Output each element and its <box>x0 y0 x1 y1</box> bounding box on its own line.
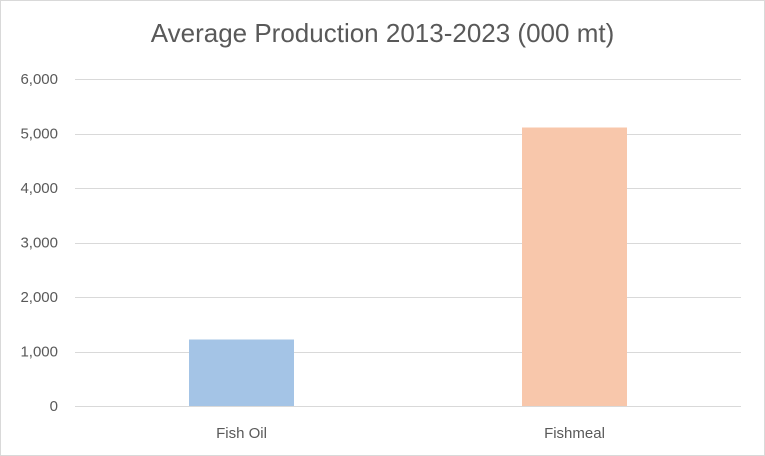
y-tick-label: 4,000 <box>20 180 58 197</box>
y-axis-tick-labels: 0 1,000 2,000 3,000 4,000 5,000 6,000 <box>20 71 58 415</box>
y-tick-label: 5,000 <box>20 126 58 143</box>
x-tick-label: Fishmeal <box>544 425 605 442</box>
bars <box>189 127 627 406</box>
y-tick-label: 0 <box>50 398 58 415</box>
x-axis-tick-labels: Fish Oil Fishmeal <box>216 425 605 442</box>
y-tick-label: 1,000 <box>20 344 58 361</box>
y-tick-label: 6,000 <box>20 71 58 88</box>
gridlines <box>75 79 741 407</box>
x-tick-label: Fish Oil <box>216 425 267 442</box>
bar-fishmeal <box>522 127 627 406</box>
y-tick-label: 2,000 <box>20 289 58 306</box>
chart-title: Average Production 2013-2023 (000 mt) <box>150 18 615 48</box>
bar-fish-oil <box>189 339 294 406</box>
y-tick-label: 3,000 <box>20 235 58 252</box>
